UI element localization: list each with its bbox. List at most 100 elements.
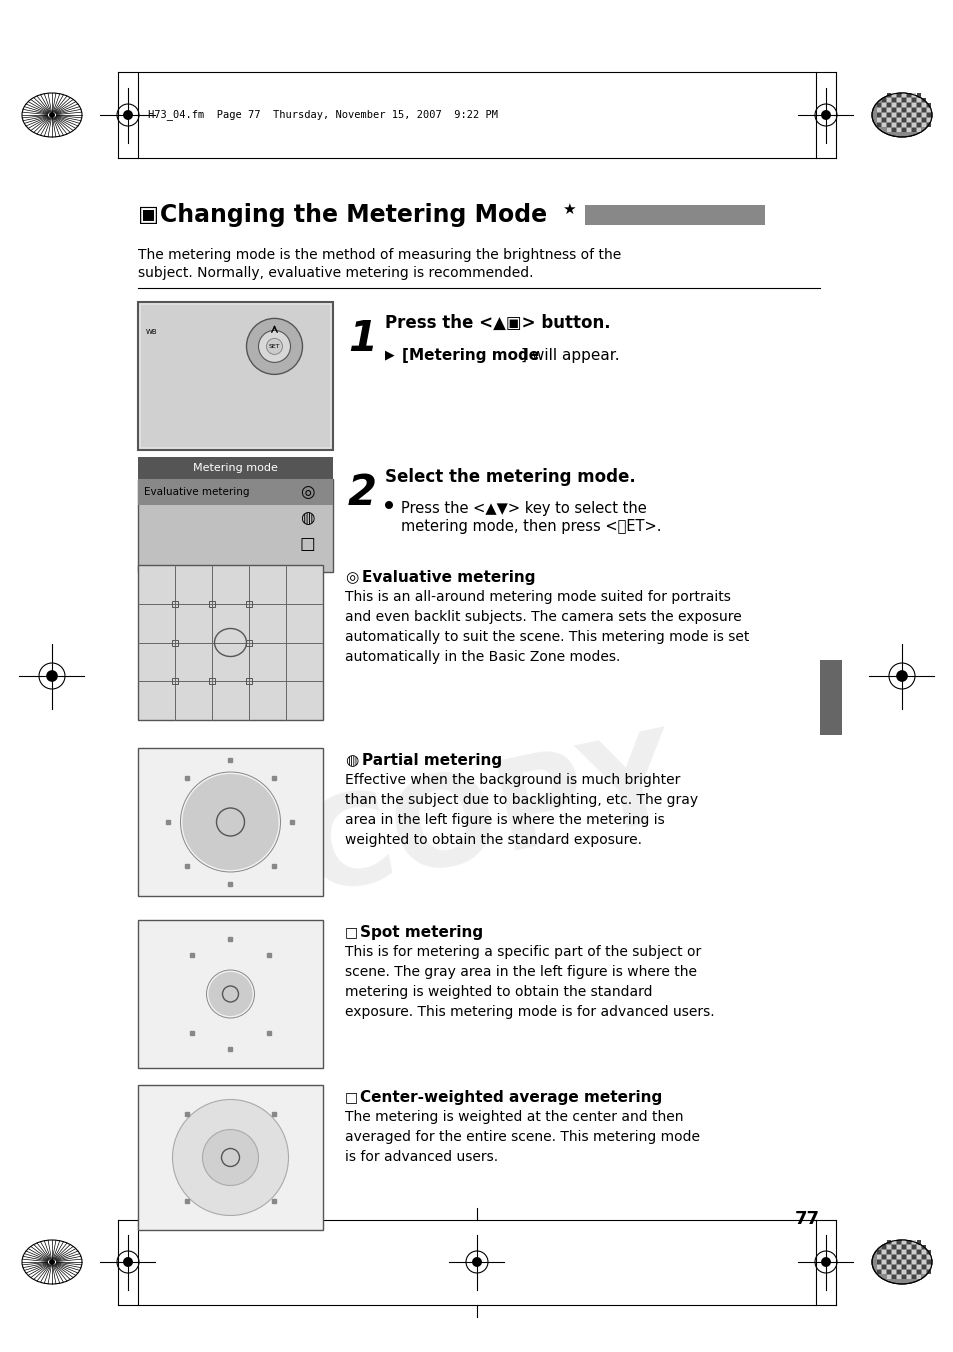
Text: 2: 2 (348, 472, 376, 514)
Bar (896, 1264, 901, 1270)
Bar (906, 108, 910, 112)
Bar (882, 1260, 885, 1264)
Bar (886, 108, 890, 112)
Bar (876, 1264, 881, 1270)
Bar (896, 118, 901, 122)
Circle shape (123, 1257, 132, 1267)
Bar (906, 103, 910, 107)
Bar (916, 103, 921, 107)
Bar (886, 1275, 890, 1279)
Text: [: [ (401, 347, 409, 362)
Bar (926, 103, 930, 107)
Bar (901, 127, 905, 132)
Bar (906, 1260, 910, 1264)
Bar (876, 1249, 881, 1255)
Text: Effective when the background is much brighter
than the subject due to backlight: Effective when the background is much br… (345, 773, 698, 848)
Bar (876, 123, 881, 127)
Text: WB: WB (146, 329, 157, 335)
Bar (886, 1270, 890, 1274)
Bar (896, 1240, 901, 1244)
Bar (906, 1249, 910, 1255)
Bar (911, 118, 916, 122)
Bar (916, 1275, 921, 1279)
Bar (906, 118, 910, 122)
Bar (896, 1275, 901, 1279)
Bar (584, 206, 764, 224)
Bar (886, 1264, 890, 1270)
Bar (911, 1240, 916, 1244)
Circle shape (172, 1099, 288, 1215)
Text: ◎: ◎ (299, 483, 314, 502)
Bar (916, 112, 921, 118)
Bar (916, 1255, 921, 1259)
Circle shape (246, 319, 302, 375)
Bar (911, 97, 916, 101)
Circle shape (123, 110, 132, 120)
Bar (209, 679, 214, 684)
Bar (926, 1255, 930, 1259)
Text: metering mode, then press <ⓢET>.: metering mode, then press <ⓢET>. (400, 519, 660, 534)
Text: Evaluative metering: Evaluative metering (361, 571, 535, 585)
Text: H73_04.fm  Page 77  Thursday, November 15, 2007  9:22 PM: H73_04.fm Page 77 Thursday, November 15,… (148, 110, 497, 120)
Bar (921, 1249, 925, 1255)
Bar (896, 123, 901, 127)
Text: Select the metering mode.: Select the metering mode. (385, 468, 635, 485)
Text: Center-weighted average metering: Center-weighted average metering (359, 1090, 661, 1105)
Bar (926, 1249, 930, 1255)
Text: subject. Normally, evaluative metering is recommended.: subject. Normally, evaluative metering i… (138, 266, 533, 280)
Bar (209, 600, 214, 607)
Text: The metering is weighted at the center and then
averaged for the entire scene. T: The metering is weighted at the center a… (345, 1110, 700, 1164)
Bar (891, 1264, 896, 1270)
Bar (916, 1260, 921, 1264)
Bar (896, 1260, 901, 1264)
Bar (911, 1249, 916, 1255)
Circle shape (49, 112, 55, 118)
Bar (886, 1240, 890, 1244)
Bar (172, 600, 178, 607)
Text: Press the <▲▣> button.: Press the <▲▣> button. (385, 314, 610, 333)
Text: SET: SET (269, 343, 280, 349)
Bar (896, 1249, 901, 1255)
Bar (896, 127, 901, 132)
Bar (891, 92, 896, 97)
Text: Partial metering: Partial metering (361, 753, 501, 768)
Bar (916, 118, 921, 122)
Bar (916, 1270, 921, 1274)
Bar (901, 1275, 905, 1279)
Circle shape (209, 972, 253, 1015)
Bar (906, 1255, 910, 1259)
Bar (882, 1255, 885, 1259)
Bar (901, 1244, 905, 1249)
Text: Metering mode: Metering mode (409, 347, 538, 362)
Bar (886, 1255, 890, 1259)
Bar (901, 108, 905, 112)
Circle shape (49, 1259, 55, 1265)
Bar (896, 92, 901, 97)
Bar (172, 679, 178, 684)
Bar (926, 123, 930, 127)
Circle shape (202, 1129, 258, 1186)
Bar (901, 1260, 905, 1264)
Text: ◍: ◍ (299, 508, 314, 527)
Bar (901, 1264, 905, 1270)
Bar (926, 1264, 930, 1270)
Bar (876, 112, 881, 118)
Bar (911, 1255, 916, 1259)
Text: This is an all-around metering mode suited for portraits
and even backlit subjec: This is an all-around metering mode suit… (345, 589, 749, 664)
Bar (901, 103, 905, 107)
Bar (876, 1260, 881, 1264)
Text: COPY: COPY (292, 722, 688, 919)
Circle shape (385, 502, 393, 508)
Text: ◍: ◍ (345, 753, 358, 768)
Text: 1: 1 (348, 318, 376, 360)
Text: Evaluative metering: Evaluative metering (144, 487, 250, 498)
Circle shape (182, 773, 278, 869)
Bar (891, 97, 896, 101)
Bar (138, 479, 333, 506)
Bar (901, 1255, 905, 1259)
Bar (926, 108, 930, 112)
Bar (138, 919, 323, 1068)
Bar (901, 1249, 905, 1255)
Bar (916, 127, 921, 132)
Bar (926, 1260, 930, 1264)
